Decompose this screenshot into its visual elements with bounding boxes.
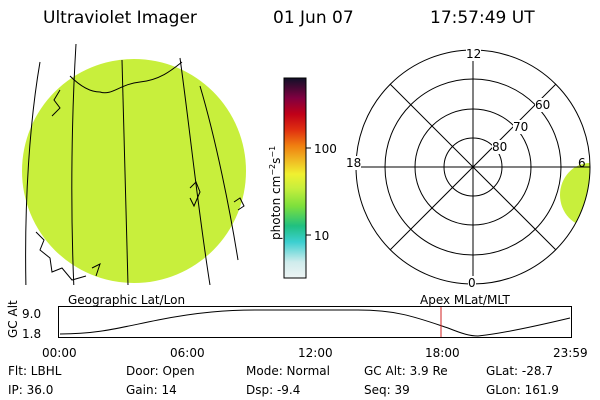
coastline xyxy=(91,263,101,277)
glon-label: GLon: 161.9 xyxy=(486,383,559,397)
ip-label: IP: 36.0 xyxy=(8,383,54,397)
time-label: 17:57:49 UT xyxy=(430,8,535,28)
left-panel-label: Geographic Lat/Lon xyxy=(68,293,186,307)
longitude-line xyxy=(25,61,41,285)
longitude-line xyxy=(71,43,77,285)
x-tick: 00:00 xyxy=(42,346,77,360)
x-tick: 12:00 xyxy=(298,346,333,360)
coastline xyxy=(189,181,201,208)
x-tick: 06:00 xyxy=(170,346,205,360)
dsp-label: Dsp: -9.4 xyxy=(246,383,301,397)
y-tick-9: 9.0 xyxy=(22,307,42,321)
colorbar-unit-label: photon cm−2s−1 xyxy=(268,145,283,240)
coastline xyxy=(35,231,87,281)
instrument-title: Ultraviolet Imager xyxy=(43,8,197,28)
longitude-line xyxy=(199,85,239,261)
color-bar xyxy=(283,77,311,279)
mlt-label-0: 0 xyxy=(468,276,476,290)
x-tick: 23:59 xyxy=(553,346,588,360)
mlt-label-6: 6 xyxy=(578,156,586,170)
filter-label: Flt: LBHL xyxy=(8,364,62,378)
door-label: Door: Open xyxy=(126,364,195,378)
longitude-line xyxy=(121,59,129,285)
mlat-label-70: 70 xyxy=(513,120,529,134)
mode-label: Mode: Normal xyxy=(246,364,330,378)
glat-label: GLat: -28.7 xyxy=(486,364,553,378)
mlt-label-18: 18 xyxy=(346,156,362,170)
mlat-label-80: 80 xyxy=(492,140,508,154)
coastline xyxy=(69,61,183,94)
mlt-label-12: 12 xyxy=(466,47,482,61)
timeline-axis-title: GC Alt xyxy=(6,300,20,338)
orbit-altitude-plot xyxy=(58,306,572,338)
x-tick: 18:00 xyxy=(425,346,460,360)
date-label: 01 Jun 07 xyxy=(273,8,354,28)
gain-label: Gain: 14 xyxy=(126,383,177,397)
colorbar-tick-10: 10 xyxy=(314,229,330,243)
uv-disk xyxy=(22,59,246,283)
altitude-curve xyxy=(59,309,571,337)
coastline xyxy=(51,89,61,117)
right-panel-label: Apex MLat/MLT xyxy=(420,293,510,307)
y-tick-1-8: 1.8 xyxy=(22,327,42,341)
seq-label: Seq: 39 xyxy=(364,383,410,397)
coastline xyxy=(233,197,245,211)
polar-image-patch xyxy=(560,163,590,227)
colorbar-tick-100: 100 xyxy=(314,142,337,156)
polar-axis xyxy=(389,83,557,251)
mlat-label-60: 60 xyxy=(535,98,551,112)
longitude-line xyxy=(179,57,211,285)
gc-alt-label: GC Alt: 3.9 Re xyxy=(364,364,448,378)
polar-mlt-plot xyxy=(355,49,591,285)
